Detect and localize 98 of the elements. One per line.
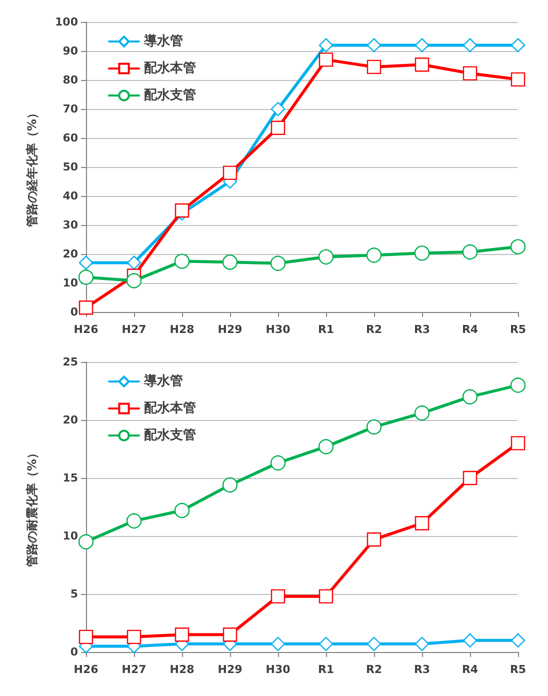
point [414,58,430,72]
x-tick-label: R4 [462,323,478,336]
point [510,38,526,52]
y-tick-label: 20 [62,414,78,426]
y-axis-title: 管路の経年化率（%） [25,106,39,228]
point [414,38,430,52]
point [510,436,526,450]
x-tick-label: H29 [218,663,242,676]
y-tick-label: 70 [62,102,78,116]
x-tick-label: H27 [122,663,146,676]
x-tick-label: R3 [414,323,430,336]
point [462,38,478,52]
y-tick-label: 50 [62,160,78,174]
point [126,256,142,270]
point [318,636,334,651]
x-tick-label: R4 [462,663,478,676]
x-tick-label: H28 [170,663,194,676]
point [462,633,478,648]
x-tick-label: H26 [74,323,99,336]
point [510,378,526,393]
point [366,532,382,547]
x-tick-label: H27 [122,323,146,336]
point [270,120,286,135]
point [414,246,430,261]
point [270,589,286,604]
x-tick-label: R2 [366,323,382,336]
point [222,628,238,642]
y-tick-label: 10 [62,530,78,542]
point [462,470,478,486]
y-tick-label: 60 [62,132,78,144]
point [78,300,94,315]
point [78,256,94,270]
y-tick-label: 5 [70,588,78,600]
point [462,66,478,80]
x-tick-label: H30 [266,663,291,676]
y-tick-label: 90 [62,44,78,58]
point [318,38,334,52]
point [318,439,334,454]
point [414,405,430,421]
x-tick-label: R2 [366,663,382,676]
point [318,52,334,67]
x-tick-label: H26 [74,663,99,676]
point [414,516,430,530]
point [270,455,286,471]
x-tick-label: H30 [266,323,291,336]
point [270,102,286,116]
y-tick-label: 80 [62,74,78,86]
point [366,419,382,435]
legend-label: 導水管 [143,33,183,49]
point [462,244,478,260]
x-tick-label: R5 [510,663,526,676]
y-tick-label: 40 [62,190,78,202]
legend-label: 導水管 [143,373,183,389]
x-tick-label: H28 [170,323,194,336]
point [462,389,478,404]
y-tick-label: 0 [70,646,78,658]
point [174,254,190,269]
x-tick-label: H29 [218,323,242,336]
y-tick-label: 30 [62,218,78,232]
point [366,248,382,263]
x-tick-label: R1 [318,323,334,336]
y-tick-label: 0 [70,306,78,318]
point [174,203,190,218]
point [78,630,94,644]
y-tick-label: 25 [62,356,78,368]
y-axis-title: 管路の耐震化率（%） [25,446,39,568]
point [126,630,142,644]
legend-label: 配水本管 [144,61,196,76]
point [126,273,142,288]
point [222,254,238,270]
point [366,38,382,52]
legend-label: 配水本管 [144,401,196,416]
point [318,589,334,604]
point [222,477,238,493]
point [366,636,382,651]
point [126,513,142,529]
point [222,166,238,180]
point [318,249,334,264]
legend-label: 配水支管 [144,428,196,443]
point [270,636,286,651]
point [174,502,190,518]
point [270,256,286,271]
point [510,239,526,254]
legend-label: 配水支管 [144,88,196,103]
point [174,628,190,642]
point [414,636,430,651]
point [510,633,526,648]
point [78,534,94,550]
y-tick-label: 100 [55,16,78,28]
x-tick-label: R5 [510,323,526,336]
point [78,270,94,285]
x-tick-label: R1 [318,663,334,676]
point [366,60,382,74]
y-tick-label: 15 [62,472,78,484]
y-tick-label: 10 [62,276,78,290]
x-tick-label: R3 [414,663,430,676]
point [510,72,526,87]
y-tick-label: 20 [62,248,78,260]
